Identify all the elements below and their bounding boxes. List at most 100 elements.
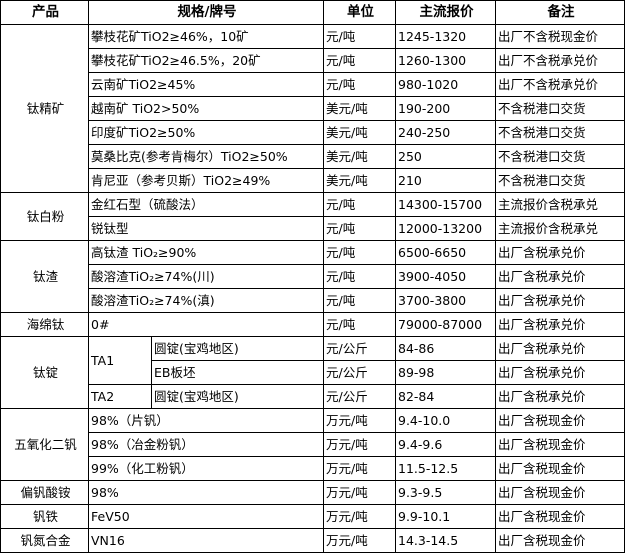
table-row: 越南矿 TiO2>50% 美元/吨 190-200 不含税港口交货 bbox=[1, 96, 625, 121]
spec-cell: 锐钛型 bbox=[88, 216, 324, 241]
unit-cell: 元/吨 bbox=[323, 240, 396, 265]
product-cell: 钒铁 bbox=[0, 504, 89, 529]
table-row: 钒氮合金 VN16 万元/吨 14.3-14.5 出厂含税现金价 bbox=[0, 528, 625, 553]
note-cell: 出厂含税承兑价 bbox=[495, 288, 625, 313]
table-row: 攀枝花矿TiO2≥46.5%，20矿 元/吨 1260-1300 出厂不含税承兑价 bbox=[1, 48, 625, 73]
unit-cell: 万元/吨 bbox=[323, 408, 396, 433]
product-cell: 钛锭 bbox=[0, 336, 89, 409]
spec-cell: 98% bbox=[88, 480, 324, 505]
unit-cell: 元/吨 bbox=[323, 192, 396, 217]
table-row: 酸溶渣TiO₂≥74%(滇) 元/吨 3700-3800 出厂含税承兑价 bbox=[1, 288, 625, 313]
price-cell: 84-86 bbox=[395, 336, 496, 361]
table-row: 酸溶渣TiO₂≥74%(川) 元/吨 3900-4050 出厂含税承兑价 bbox=[1, 264, 625, 289]
note-cell: 出厂不含税现金价 bbox=[495, 24, 625, 49]
table-row: 钒铁 FeV50 万元/吨 9.9-10.1 出厂含税现金价 bbox=[0, 504, 625, 529]
price-cell: 240-250 bbox=[395, 120, 496, 145]
note-cell: 出厂含税承兑价 bbox=[495, 240, 625, 265]
table-row: EB板坯 元/公斤 89-98 出厂含税承兑价 bbox=[1, 360, 625, 385]
unit-cell: 元/吨 bbox=[323, 288, 396, 313]
table-row: 钛渣 高钛渣 TiO₂≥90% 元/吨 6500-6650 出厂含税承兑价 bbox=[0, 240, 625, 313]
header-unit: 单位 bbox=[323, 0, 396, 25]
price-cell: 6500-6650 bbox=[395, 240, 496, 265]
price-cell: 1245-1320 bbox=[395, 24, 496, 49]
spec-cell: 98%（冶金粉钒） bbox=[88, 432, 324, 457]
price-cell: 89-98 bbox=[395, 360, 496, 385]
note-cell: 出厂含税现金价 bbox=[495, 528, 625, 553]
price-cell: 79000-87000 bbox=[395, 312, 496, 337]
table-row: 五氧化二钒 98%（片钒） 万元/吨 9.4-10.0 出厂含税现金价 bbox=[0, 408, 625, 481]
header-row: 产品 规格/牌号 单位 主流报价 备注 bbox=[0, 0, 625, 25]
table-row: 钛白粉 金红石型（硫酸法） 元/吨 14300-15700 主流报价含税承兑 bbox=[0, 192, 625, 241]
note-cell: 不含税港口交货 bbox=[495, 96, 625, 121]
table-row: 肯尼亚（参考贝斯）TiO2≥49% 美元/吨 210 不含税港口交货 bbox=[1, 168, 625, 193]
table-row: 印度矿TiO2≥50% 美元/吨 240-250 不含税港口交货 bbox=[1, 120, 625, 145]
grade-cell: TA1 bbox=[88, 336, 152, 385]
note-cell: 不含税港口交货 bbox=[495, 120, 625, 145]
table-row: 钛锭 TA1 圆锭(宝鸡地区) 元/公斤 84-86 出厂含税承兑价 bbox=[0, 336, 625, 409]
price-cell: 14300-15700 bbox=[395, 192, 496, 217]
unit-cell: 元/公斤 bbox=[323, 336, 396, 361]
price-cell: 11.5-12.5 bbox=[395, 456, 496, 481]
note-cell: 出厂含税承兑价 bbox=[495, 336, 625, 361]
price-cell: 82-84 bbox=[395, 384, 496, 409]
note-cell: 出厂不含税承兑价 bbox=[495, 72, 625, 97]
spec-cell: 高钛渣 TiO₂≥90% bbox=[88, 240, 324, 265]
unit-cell: 万元/吨 bbox=[323, 432, 396, 457]
note-cell: 出厂含税现金价 bbox=[495, 480, 625, 505]
unit-cell: 万元/吨 bbox=[323, 480, 396, 505]
header-price: 主流报价 bbox=[395, 0, 496, 25]
spec-cell: FeV50 bbox=[88, 504, 324, 529]
spec-cell: VN16 bbox=[88, 528, 324, 553]
unit-cell: 美元/吨 bbox=[323, 144, 396, 169]
note-cell: 不含税港口交货 bbox=[495, 144, 625, 169]
price-cell: 1260-1300 bbox=[395, 48, 496, 73]
unit-cell: 万元/吨 bbox=[323, 528, 396, 553]
unit-cell: 元/吨 bbox=[323, 264, 396, 289]
price-cell: 210 bbox=[395, 168, 496, 193]
spec-cell: 攀枝花矿TiO2≥46%，10矿 bbox=[88, 24, 324, 49]
table-row: 锐钛型 元/吨 12000-13200 主流报价含税承兑 bbox=[1, 216, 625, 241]
price-cell: 980-1020 bbox=[395, 72, 496, 97]
header-spec: 规格/牌号 bbox=[88, 0, 324, 25]
spec-cell: 0# bbox=[88, 312, 324, 337]
price-cell: 3700-3800 bbox=[395, 288, 496, 313]
table-row: 99%（化工粉钒） 万元/吨 11.5-12.5 出厂含税现金价 bbox=[1, 456, 625, 481]
product-cell: 钛精矿 bbox=[0, 24, 89, 193]
spec-cell: 98%（片钒） bbox=[88, 408, 324, 433]
price-cell: 9.4-9.6 bbox=[395, 432, 496, 457]
price-cell: 14.3-14.5 bbox=[395, 528, 496, 553]
unit-cell: 元/吨 bbox=[323, 72, 396, 97]
product-cell: 偏钒酸铵 bbox=[0, 480, 89, 505]
note-cell: 出厂含税承兑价 bbox=[495, 312, 625, 337]
note-cell: 出厂含税现金价 bbox=[495, 504, 625, 529]
header-note: 备注 bbox=[495, 0, 625, 25]
note-cell: 不含税港口交货 bbox=[495, 168, 625, 193]
table-row: 莫桑比克(参考肯梅尔）TiO2≥50% 美元/吨 250 不含税港口交货 bbox=[1, 144, 625, 169]
product-cell: 五氧化二钒 bbox=[0, 408, 89, 481]
unit-cell: 万元/吨 bbox=[323, 504, 396, 529]
note-cell: 出厂含税承兑价 bbox=[495, 264, 625, 289]
spec-cell: 酸溶渣TiO₂≥74%(川) bbox=[88, 264, 324, 289]
note-cell: 出厂含税现金价 bbox=[495, 432, 625, 457]
spec-cell: 酸溶渣TiO₂≥74%(滇) bbox=[88, 288, 324, 313]
note-cell: 出厂含税现金价 bbox=[495, 408, 625, 433]
note-cell: 主流报价含税承兑 bbox=[495, 192, 625, 217]
spec-cell: 攀枝花矿TiO2≥46.5%，20矿 bbox=[88, 48, 324, 73]
unit-cell: 万元/吨 bbox=[323, 456, 396, 481]
table-row: TA2 圆锭(宝鸡地区) 元/公斤 82-84 出厂含税承兑价 bbox=[1, 384, 625, 409]
table-row: 海绵钛 0# 元/吨 79000-87000 出厂含税承兑价 bbox=[0, 312, 625, 337]
unit-cell: 元/吨 bbox=[323, 48, 396, 73]
table-row: 偏钒酸铵 98% 万元/吨 9.3-9.5 出厂含税现金价 bbox=[0, 480, 625, 505]
grade-cell: TA2 bbox=[88, 384, 152, 409]
unit-cell: 美元/吨 bbox=[323, 120, 396, 145]
unit-cell: 元/吨 bbox=[323, 312, 396, 337]
price-cell: 250 bbox=[395, 144, 496, 169]
note-cell: 主流报价含税承兑 bbox=[495, 216, 625, 241]
unit-cell: 美元/吨 bbox=[323, 96, 396, 121]
note-cell: 出厂含税承兑价 bbox=[495, 360, 625, 385]
price-cell: 12000-13200 bbox=[395, 216, 496, 241]
note-cell: 出厂含税现金价 bbox=[495, 456, 625, 481]
product-cell: 海绵钛 bbox=[0, 312, 89, 337]
product-cell: 钒氮合金 bbox=[0, 528, 89, 553]
